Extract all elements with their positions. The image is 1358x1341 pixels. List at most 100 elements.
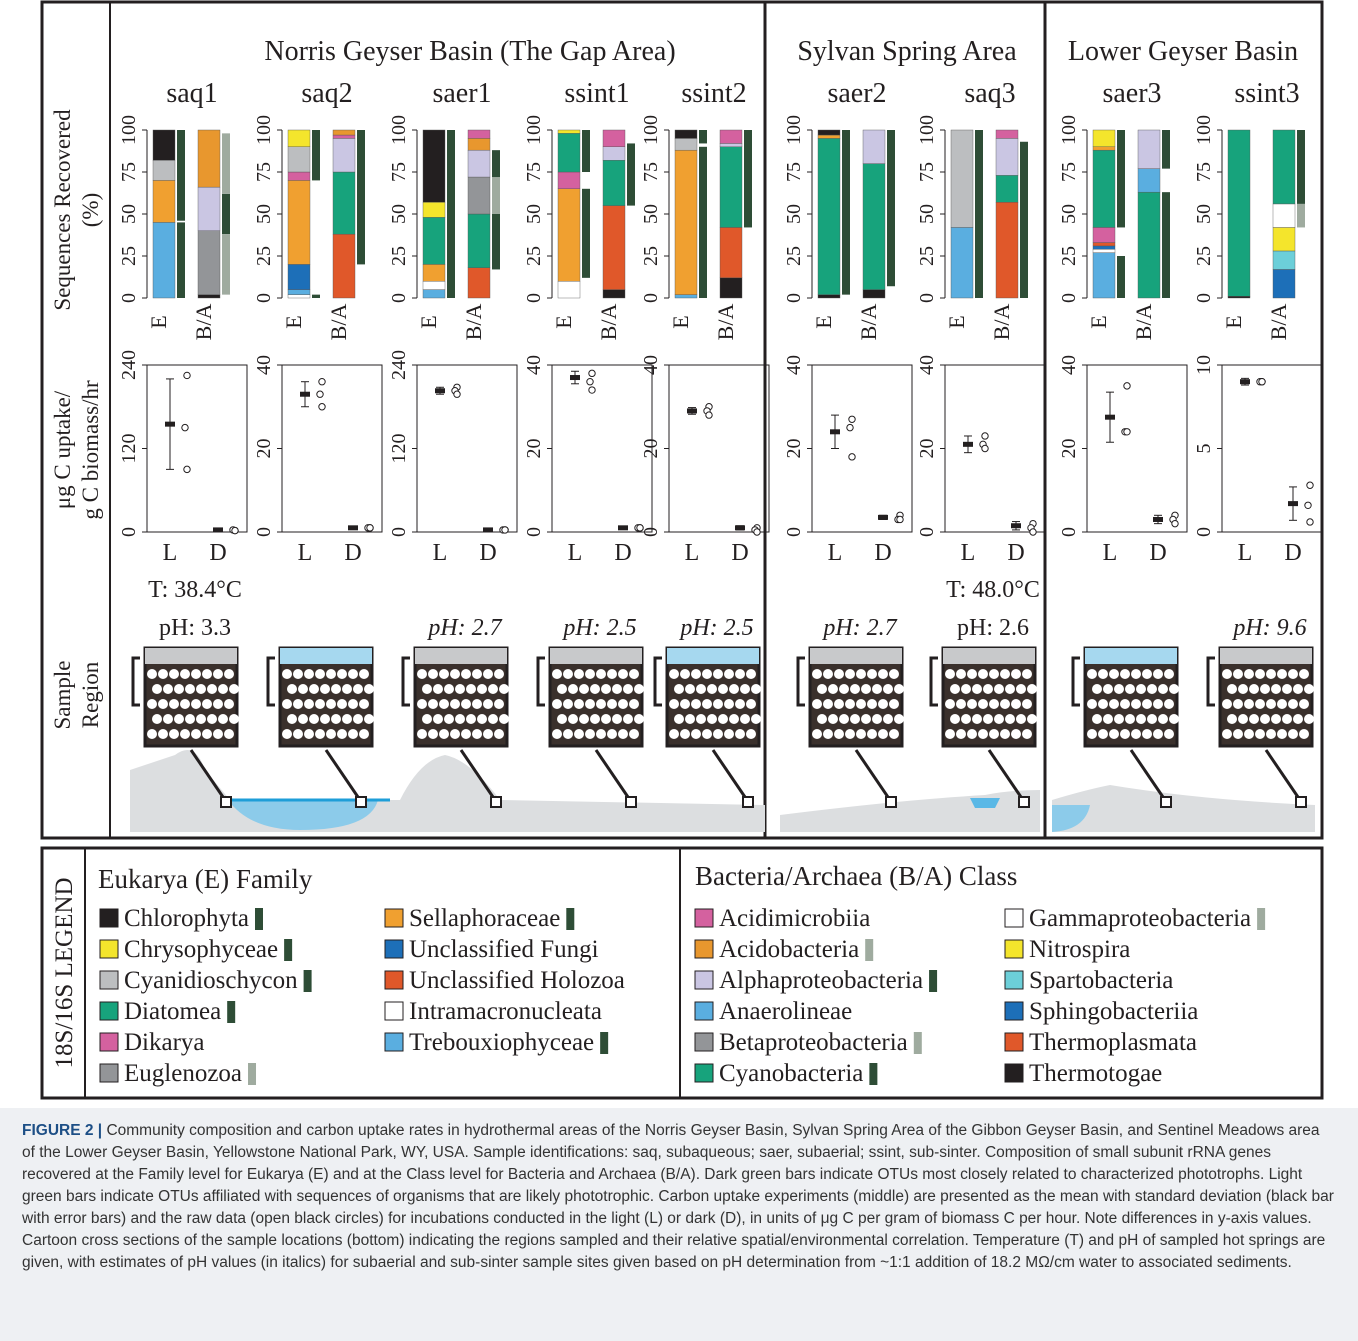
raw-point: [1171, 519, 1179, 528]
cartoon-bracket: [1206, 656, 1215, 707]
cartoon-grain: [477, 684, 487, 694]
cartoon-grain: [224, 669, 234, 679]
raw-point: [1123, 382, 1131, 390]
cartoon-grain: [812, 729, 822, 739]
cartoon-grain: [1092, 714, 1102, 724]
phototroph-bar: [357, 130, 365, 265]
cartoon-arrow: [854, 749, 892, 801]
legend-swatch: [99, 908, 119, 928]
bar-segment: [332, 129, 356, 136]
cartoon-grain: [707, 714, 717, 724]
y-tick-label: 50: [916, 204, 938, 224]
legend-swatch: [384, 970, 404, 990]
cartoon-grain: [563, 699, 573, 709]
legend-swatch: [99, 1001, 119, 1021]
raw-point: [848, 415, 856, 423]
cartoon-grain: [812, 699, 822, 709]
cartoon-grain: [1288, 699, 1298, 709]
legend-heading: Eukarya (E) Family: [98, 864, 313, 894]
cartoon-grain: [601, 684, 611, 694]
bar-segment: [467, 138, 491, 151]
bar-segment: [557, 188, 581, 282]
cartoon-grain: [342, 714, 352, 724]
phototroph-bar: [699, 130, 707, 144]
x-tick-label: D: [1007, 540, 1024, 566]
bar-segment: [817, 138, 841, 295]
bar-segment: [422, 264, 446, 282]
cartoon-grain: [1005, 714, 1015, 724]
x-tick-label: L: [685, 540, 700, 566]
y-tick-label: 0: [1058, 527, 1080, 537]
cartoon-grain: [702, 699, 712, 709]
x-tick-label: L: [298, 540, 313, 566]
mean-bar: [483, 527, 493, 533]
raw-point: [231, 526, 239, 535]
phototroph-bar: [842, 130, 850, 295]
cartoon-grain: [1114, 684, 1124, 694]
site-marker: [490, 796, 502, 808]
cartoon-grain: [585, 669, 595, 679]
cartoon-grain: [579, 684, 589, 694]
legend-label: Sellaphoraceae: [409, 905, 560, 932]
bar-segment: [422, 217, 446, 265]
y-tick-label: 75: [118, 162, 140, 182]
x-tick-label: D: [209, 540, 226, 566]
condition: pH: 9.6: [1231, 615, 1306, 641]
mean-bar: [570, 375, 580, 381]
cartoon-grain: [1222, 699, 1232, 709]
cartoon-grain: [972, 714, 982, 724]
legend-phototroph: [600, 1032, 609, 1054]
y-axis-label: Sample: [50, 661, 75, 730]
cartoon-grain: [163, 714, 173, 724]
legend-swatch: [694, 939, 714, 959]
cartoon-grain: [834, 669, 844, 679]
cartoon-grain: [342, 684, 352, 694]
sample-title: saq1: [166, 78, 217, 109]
bar-segment: [152, 129, 176, 161]
cartoon-bg: [1218, 646, 1314, 748]
cartoon-grain: [348, 699, 358, 709]
cartoon-grain: [315, 729, 325, 739]
bar-segment: [467, 267, 491, 299]
plot-frame: [668, 364, 770, 533]
plot-frame: [281, 364, 383, 533]
cartoon-grain: [685, 684, 695, 694]
cartoon-grain: [213, 669, 223, 679]
cartoon-grain: [612, 714, 622, 724]
cartoon-grain: [320, 714, 330, 724]
cartoon-grain: [1260, 714, 1270, 724]
y-tick-label: 75: [388, 162, 410, 182]
plot-frame: [1086, 364, 1188, 533]
site-marker: [220, 796, 232, 808]
bar-segment: [1092, 245, 1116, 250]
cartoon-grain: [229, 714, 239, 724]
cartoon-grain: [967, 699, 977, 709]
cartoon-grain: [1271, 684, 1281, 694]
cartoon-grain: [293, 669, 303, 679]
cartoon-grain: [823, 699, 833, 709]
cartoon-grain: [1000, 699, 1010, 709]
y-tick-label: 10: [1193, 355, 1215, 375]
cartoon-grain: [422, 714, 432, 724]
sample-title: ssint1: [564, 78, 629, 109]
mean-bar: [1011, 523, 1021, 529]
cartoon-grain: [735, 729, 745, 739]
cartoon-grain: [740, 684, 750, 694]
y-tick-label: 50: [640, 204, 662, 224]
cartoon-grain: [861, 684, 871, 694]
bar-segment: [1272, 269, 1296, 299]
cartoon-grain: [158, 669, 168, 679]
y-tick-label: 20: [523, 439, 545, 459]
bar-segment: [152, 222, 176, 299]
legend-swatch: [384, 908, 404, 928]
bar-segment: [422, 202, 446, 218]
cartoon-grain: [1304, 684, 1314, 694]
cartoon-grain: [331, 684, 341, 694]
cartoon-grain: [213, 699, 223, 709]
cartoon-bracket: [536, 656, 545, 707]
bar-segment: [287, 146, 311, 173]
raw-point: [318, 403, 326, 411]
y-tick-label: 25: [1193, 246, 1215, 266]
cartoon-grain: [607, 699, 617, 709]
cartoon-grain: [282, 729, 292, 739]
